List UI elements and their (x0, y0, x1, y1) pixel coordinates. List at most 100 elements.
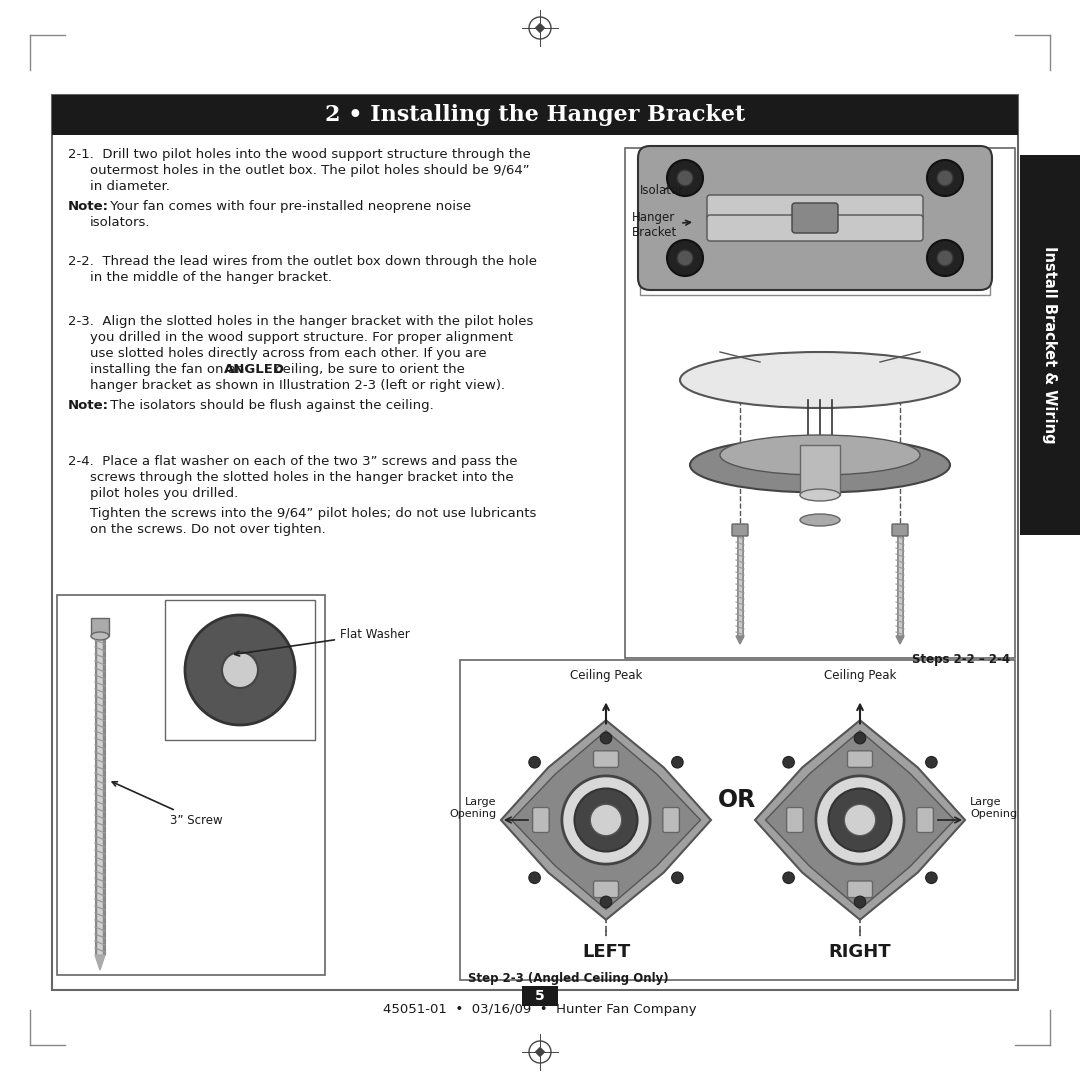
Polygon shape (735, 636, 744, 644)
FancyBboxPatch shape (792, 203, 838, 233)
Circle shape (222, 652, 258, 688)
Text: in diameter.: in diameter. (90, 180, 170, 193)
Ellipse shape (690, 437, 950, 492)
Circle shape (937, 249, 953, 266)
Text: outermost holes in the outlet box. The pilot holes should be 9/64”: outermost holes in the outlet box. The p… (90, 164, 529, 177)
Bar (800, 445, 840, 495)
Text: in the middle of the hanger bracket.: in the middle of the hanger bracket. (90, 271, 332, 284)
Bar (1020, 156, 1080, 535)
Text: Isolator: Isolator (640, 184, 684, 197)
FancyBboxPatch shape (786, 808, 804, 833)
Polygon shape (536, 24, 544, 32)
Ellipse shape (720, 435, 920, 475)
FancyBboxPatch shape (848, 881, 873, 897)
Text: hanger bracket as shown in Illustration 2-3 (left or right view).: hanger bracket as shown in Illustration … (90, 379, 505, 392)
Bar (460, 660, 1015, 980)
Text: 5: 5 (535, 989, 545, 1003)
FancyBboxPatch shape (892, 524, 908, 536)
Circle shape (591, 805, 622, 836)
Circle shape (926, 756, 937, 768)
Text: Ceiling Peak: Ceiling Peak (570, 670, 643, 683)
Text: Step 2-3 (Angled Ceiling Only): Step 2-3 (Angled Ceiling Only) (468, 972, 669, 985)
Text: The isolators should be flush against the ceiling.: The isolators should be flush against th… (106, 399, 434, 411)
FancyBboxPatch shape (707, 215, 923, 241)
Text: Large
Opening: Large Opening (449, 797, 496, 819)
Circle shape (600, 896, 611, 907)
Circle shape (854, 732, 866, 744)
Bar (52, 95, 1018, 990)
Text: 45051-01  •  03/16/09  •  Hunter Fan Company: 45051-01 • 03/16/09 • Hunter Fan Company (383, 1003, 697, 1016)
Circle shape (927, 160, 963, 195)
Polygon shape (95, 955, 105, 970)
Polygon shape (766, 731, 955, 909)
Circle shape (926, 872, 937, 883)
FancyBboxPatch shape (848, 751, 873, 768)
Text: on the screws. Do not over tighten.: on the screws. Do not over tighten. (90, 523, 326, 536)
FancyBboxPatch shape (917, 808, 933, 833)
Bar (522, 986, 558, 1005)
Text: 2-4.  Place a flat washer on each of the two 3” screws and pass the: 2-4. Place a flat washer on each of the … (68, 455, 517, 468)
FancyBboxPatch shape (732, 524, 748, 536)
Text: 2 • Installing the Hanger Bracket: 2 • Installing the Hanger Bracket (325, 104, 745, 126)
Text: Steps 2-2 – 2-4: Steps 2-2 – 2-4 (912, 653, 1010, 666)
Bar (52, 95, 1018, 135)
Circle shape (783, 756, 795, 768)
FancyBboxPatch shape (707, 195, 923, 221)
Circle shape (828, 788, 891, 851)
Text: Note:: Note: (68, 200, 109, 213)
Text: Ceiling Peak: Ceiling Peak (824, 670, 896, 683)
Circle shape (845, 805, 876, 836)
Text: Note:: Note: (68, 399, 109, 411)
Text: 2-2.  Thread the lead wires from the outlet box down through the hole: 2-2. Thread the lead wires from the outl… (68, 255, 537, 268)
Circle shape (927, 240, 963, 276)
Circle shape (529, 872, 540, 883)
Circle shape (667, 240, 703, 276)
Circle shape (667, 160, 703, 195)
Text: Flat Washer: Flat Washer (234, 627, 409, 656)
Circle shape (562, 775, 650, 864)
Polygon shape (896, 636, 904, 644)
Text: pilot holes you drilled.: pilot holes you drilled. (90, 487, 239, 500)
Circle shape (672, 872, 684, 883)
Text: 2-3.  Align the slotted holes in the hanger bracket with the pilot holes: 2-3. Align the slotted holes in the hang… (68, 315, 534, 328)
Bar (165, 600, 315, 740)
FancyBboxPatch shape (638, 146, 993, 291)
Bar (640, 150, 990, 295)
Polygon shape (536, 1048, 544, 1056)
Text: Tighten the screws into the 9/64” pilot holes; do not use lubricants: Tighten the screws into the 9/64” pilot … (90, 507, 537, 519)
Bar (91, 618, 109, 636)
FancyBboxPatch shape (532, 808, 550, 833)
Ellipse shape (680, 352, 960, 408)
Polygon shape (755, 720, 966, 920)
FancyBboxPatch shape (594, 751, 619, 768)
Circle shape (529, 756, 540, 768)
Text: 3” Screw: 3” Screw (112, 782, 222, 826)
Text: OR: OR (718, 788, 756, 812)
Polygon shape (501, 720, 711, 920)
Text: screws through the slotted holes in the hanger bracket into the: screws through the slotted holes in the … (90, 471, 514, 484)
Ellipse shape (800, 514, 840, 526)
FancyBboxPatch shape (663, 808, 679, 833)
Text: Large
Opening: Large Opening (970, 797, 1017, 819)
Circle shape (783, 872, 795, 883)
Ellipse shape (91, 632, 109, 640)
Text: Install Bracket & Wiring: Install Bracket & Wiring (1042, 246, 1057, 444)
Text: 2-1.  Drill two pilot holes into the wood support structure through the: 2-1. Drill two pilot holes into the wood… (68, 148, 530, 161)
Text: you drilled in the wood support structure. For proper alignment: you drilled in the wood support structur… (90, 330, 513, 345)
Bar (625, 148, 1015, 658)
Bar (57, 595, 325, 975)
Text: RIGHT: RIGHT (828, 943, 891, 961)
Polygon shape (512, 731, 701, 909)
Ellipse shape (800, 489, 840, 501)
Circle shape (677, 249, 693, 266)
Circle shape (672, 756, 684, 768)
Text: Your fan comes with four pre-installed neoprene noise: Your fan comes with four pre-installed n… (106, 200, 471, 213)
Text: isolators.: isolators. (90, 216, 150, 229)
Text: use slotted holes directly across from each other. If you are: use slotted holes directly across from e… (90, 347, 487, 360)
Circle shape (815, 775, 904, 864)
Text: LEFT: LEFT (582, 943, 630, 961)
Circle shape (600, 732, 611, 744)
Text: Hanger
Bracket: Hanger Bracket (632, 211, 690, 239)
Circle shape (677, 170, 693, 186)
Text: ANGLED: ANGLED (224, 363, 285, 376)
